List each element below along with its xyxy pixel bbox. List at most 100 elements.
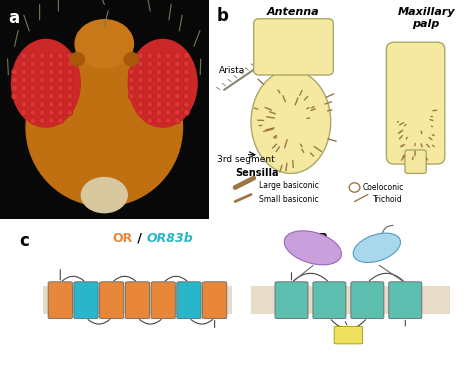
- Circle shape: [174, 110, 180, 115]
- Circle shape: [30, 85, 36, 91]
- Circle shape: [165, 102, 171, 107]
- Circle shape: [156, 61, 162, 67]
- Text: 3rd segment: 3rd segment: [217, 155, 274, 164]
- Circle shape: [166, 78, 170, 82]
- Circle shape: [22, 78, 26, 82]
- Circle shape: [184, 93, 189, 99]
- Circle shape: [165, 85, 171, 91]
- Ellipse shape: [75, 20, 134, 68]
- Circle shape: [67, 61, 73, 67]
- Circle shape: [165, 110, 171, 115]
- Circle shape: [31, 94, 35, 98]
- Circle shape: [157, 86, 161, 90]
- Circle shape: [175, 119, 179, 122]
- FancyBboxPatch shape: [405, 150, 426, 174]
- Circle shape: [67, 102, 73, 107]
- Circle shape: [39, 102, 45, 107]
- Circle shape: [129, 86, 133, 90]
- Circle shape: [31, 119, 35, 122]
- Circle shape: [138, 77, 143, 83]
- FancyBboxPatch shape: [313, 282, 346, 319]
- Circle shape: [184, 102, 188, 106]
- Text: Large basiconic: Large basiconic: [259, 181, 319, 190]
- Circle shape: [31, 78, 35, 82]
- FancyBboxPatch shape: [389, 282, 422, 319]
- Circle shape: [175, 102, 179, 106]
- Ellipse shape: [128, 39, 197, 127]
- Circle shape: [184, 53, 189, 59]
- FancyBboxPatch shape: [275, 282, 308, 319]
- Circle shape: [139, 62, 143, 66]
- Circle shape: [30, 102, 36, 107]
- Circle shape: [139, 94, 143, 98]
- Ellipse shape: [284, 231, 341, 265]
- Circle shape: [166, 119, 170, 122]
- Circle shape: [39, 69, 45, 75]
- Circle shape: [30, 69, 36, 75]
- Circle shape: [147, 85, 153, 91]
- Circle shape: [40, 62, 44, 66]
- Circle shape: [148, 86, 152, 90]
- Circle shape: [147, 77, 153, 83]
- Ellipse shape: [63, 132, 146, 202]
- Circle shape: [58, 110, 63, 115]
- Circle shape: [68, 70, 72, 74]
- Circle shape: [30, 118, 36, 124]
- Circle shape: [67, 77, 73, 83]
- FancyBboxPatch shape: [100, 282, 124, 319]
- Circle shape: [21, 102, 27, 107]
- Circle shape: [59, 70, 63, 74]
- Circle shape: [157, 119, 161, 122]
- Circle shape: [166, 70, 170, 74]
- Circle shape: [156, 118, 162, 124]
- Circle shape: [58, 61, 63, 67]
- Circle shape: [184, 94, 188, 98]
- Text: Small basiconic: Small basiconic: [259, 195, 319, 204]
- Circle shape: [40, 54, 44, 58]
- Circle shape: [49, 110, 53, 115]
- Circle shape: [147, 69, 153, 75]
- FancyBboxPatch shape: [254, 19, 333, 75]
- Circle shape: [147, 53, 153, 59]
- FancyBboxPatch shape: [351, 282, 384, 319]
- Circle shape: [49, 94, 53, 98]
- Circle shape: [166, 110, 170, 115]
- Circle shape: [59, 94, 63, 98]
- Circle shape: [184, 86, 188, 90]
- Circle shape: [175, 54, 179, 58]
- Circle shape: [138, 85, 143, 91]
- Circle shape: [22, 62, 26, 66]
- Ellipse shape: [11, 39, 80, 127]
- Circle shape: [128, 77, 134, 83]
- Circle shape: [49, 118, 54, 124]
- Circle shape: [49, 53, 54, 59]
- Circle shape: [49, 119, 53, 122]
- Circle shape: [129, 78, 133, 82]
- Circle shape: [49, 102, 54, 107]
- Circle shape: [184, 110, 189, 115]
- Circle shape: [31, 110, 35, 115]
- FancyBboxPatch shape: [74, 282, 98, 319]
- Ellipse shape: [353, 233, 401, 262]
- Circle shape: [184, 61, 189, 67]
- Circle shape: [49, 62, 53, 66]
- Circle shape: [184, 62, 188, 66]
- Text: c: c: [19, 232, 29, 250]
- Circle shape: [30, 77, 36, 83]
- Circle shape: [147, 61, 153, 67]
- Circle shape: [49, 86, 53, 90]
- Circle shape: [166, 86, 170, 90]
- Circle shape: [31, 102, 35, 106]
- Circle shape: [30, 93, 36, 99]
- Circle shape: [21, 85, 27, 91]
- FancyBboxPatch shape: [48, 282, 73, 319]
- Circle shape: [59, 86, 63, 90]
- Circle shape: [58, 93, 63, 99]
- Circle shape: [148, 110, 152, 115]
- Circle shape: [67, 69, 73, 75]
- Text: Trichoid: Trichoid: [373, 195, 403, 204]
- FancyBboxPatch shape: [386, 42, 445, 164]
- Circle shape: [165, 61, 171, 67]
- Circle shape: [184, 69, 189, 75]
- Circle shape: [139, 86, 143, 90]
